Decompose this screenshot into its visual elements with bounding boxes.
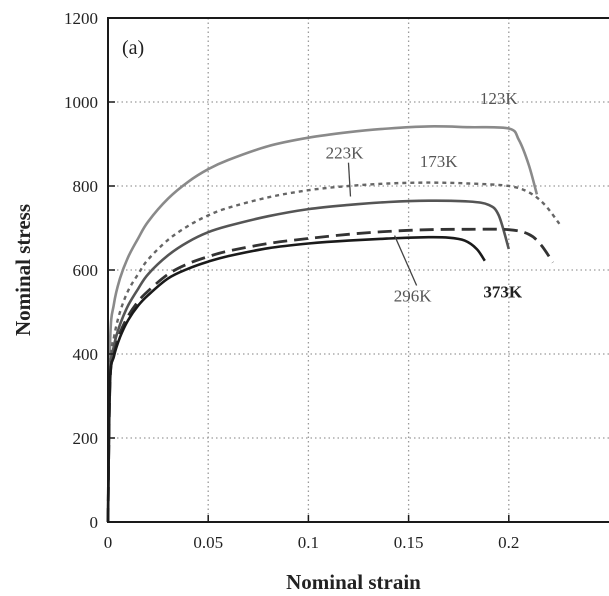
- annotation-label-123k: 123K: [480, 89, 519, 108]
- y-tick-label: 200: [73, 429, 99, 448]
- x-axis-title: Nominal strain: [286, 570, 421, 594]
- y-tick-label: 400: [73, 345, 99, 364]
- y-tick-label: 800: [73, 177, 99, 196]
- series-line-223k: [106, 199, 511, 523]
- series-line-296k: [106, 227, 555, 523]
- y-tick-label: 1000: [64, 93, 98, 112]
- x-tick-label: 0.15: [394, 533, 424, 552]
- annotation-label-296k: 296K: [394, 287, 433, 306]
- panel-label: (a): [122, 37, 144, 59]
- series-line-373k: [106, 235, 486, 523]
- annotation-label-173k: 173K: [420, 152, 459, 171]
- y-tick-label: 1200: [64, 9, 98, 28]
- series-line-123k: [106, 125, 539, 523]
- x-tick-label: 0.2: [498, 533, 519, 552]
- y-axis-title: Nominal stress: [11, 204, 35, 336]
- x-tick-label: 0.1: [298, 533, 319, 552]
- series-line-173k: [106, 181, 562, 523]
- annotation-label-373k: 373K: [483, 282, 523, 301]
- y-tick-label: 0: [90, 513, 99, 532]
- x-tick-label: 0.05: [193, 533, 223, 552]
- annotation-leader-line: [393, 235, 418, 286]
- series-group: [106, 125, 562, 523]
- annotations: 123K 173K 223K 296K 373K: [326, 89, 523, 305]
- x-tick-label: 0: [104, 533, 113, 552]
- grid: [108, 18, 609, 522]
- annotation-label-223k: 223K: [326, 144, 365, 163]
- y-tick-label: 600: [73, 261, 99, 280]
- ticks: 0 0.05 0.1 0.15 0.2 0 200 400 600 800 1000 1200: [64, 9, 519, 552]
- annotation-leader-line: [347, 162, 352, 197]
